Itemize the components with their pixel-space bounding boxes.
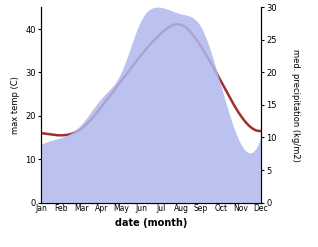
X-axis label: date (month): date (month) [115,219,187,228]
Y-axis label: max temp (C): max temp (C) [10,76,20,134]
Y-axis label: med. precipitation (kg/m2): med. precipitation (kg/m2) [291,49,300,161]
